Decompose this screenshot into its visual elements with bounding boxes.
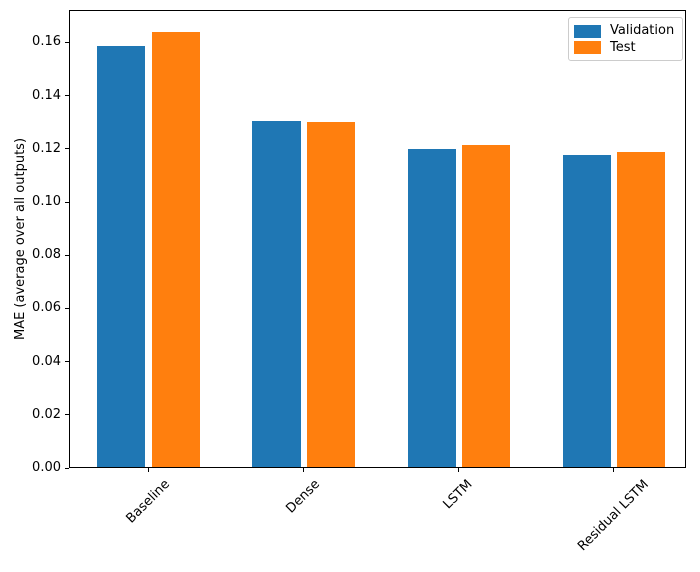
bar-test-lstm (461, 145, 510, 468)
bar-test-residual-lstm (617, 152, 666, 468)
y-tick-mark (65, 95, 69, 97)
y-tick-mark (65, 467, 69, 469)
y-tick-label: 0.14 (32, 87, 61, 103)
bar-validation-dense (252, 121, 301, 468)
legend-item-test: Test (574, 40, 674, 57)
y-tick-mark (65, 307, 69, 309)
y-tick-mark (65, 361, 69, 363)
x-tick-label-dense: Dense (283, 476, 324, 517)
legend-label: Test (610, 39, 636, 55)
y-tick-label: 0.02 (32, 406, 61, 422)
x-tick-label-baseline: Baseline (123, 476, 173, 527)
x-tick-mark (613, 468, 615, 472)
legend-item-validation: Validation (574, 23, 674, 40)
bar-validation-residual-lstm (562, 154, 611, 468)
y-tick-label: 0.12 (32, 140, 61, 156)
y-tick-label: 0.00 (32, 460, 61, 475)
y-tick-label: 0.10 (32, 194, 61, 210)
bar-validation-baseline (97, 46, 146, 468)
legend-swatch-test (574, 41, 601, 55)
legend-label: Validation (610, 23, 675, 39)
x-tick-mark (303, 468, 305, 472)
x-tick-label-residual-lstm: Residual LSTM (575, 477, 652, 554)
y-tick-label: 0.16 (32, 34, 61, 50)
x-tick-label-lstm: LSTM (440, 477, 476, 513)
y-axis-label: MAE (average over all outputs) (13, 137, 28, 341)
legend: Validation Test (568, 17, 684, 61)
y-tick-mark (65, 201, 69, 203)
legend-swatch-validation (574, 24, 601, 38)
bar-test-baseline (151, 32, 200, 468)
x-tick-mark (147, 468, 149, 472)
y-tick-mark (65, 254, 69, 256)
y-tick-label: 0.04 (32, 353, 61, 369)
y-tick-label: 0.06 (32, 300, 61, 316)
bar-validation-lstm (407, 149, 456, 468)
y-tick-mark (65, 414, 69, 416)
y-tick-label: 0.08 (32, 247, 61, 263)
y-tick-mark (65, 148, 69, 150)
x-tick-mark (458, 468, 460, 472)
bar-test-dense (306, 122, 355, 468)
y-tick-mark (65, 41, 69, 43)
